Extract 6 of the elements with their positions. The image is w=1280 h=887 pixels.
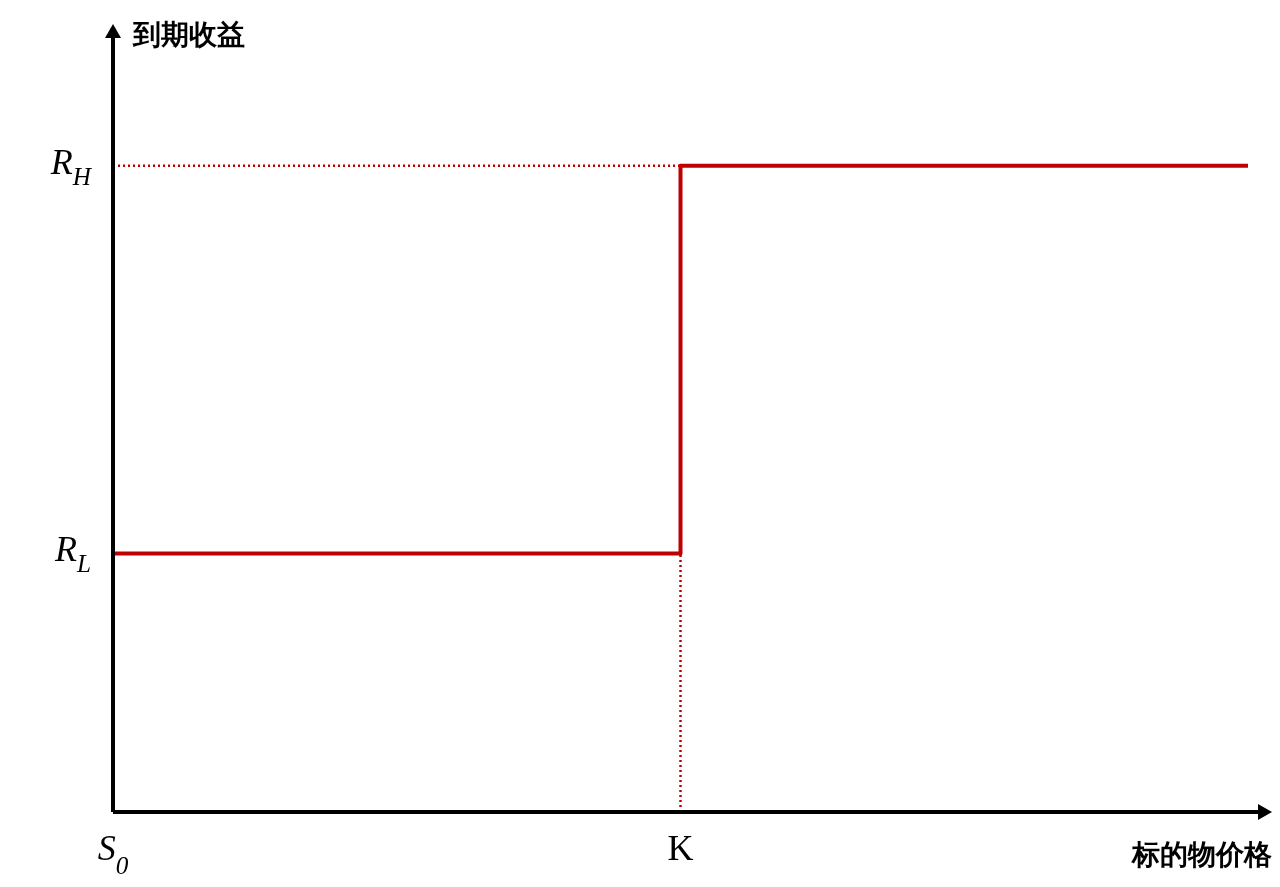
x-tick-label: S$_{0}$ (97, 828, 129, 879)
annotation: R$_{L}$ (53, 529, 91, 578)
x-axis-title: 标的物价格 (1131, 838, 1272, 871)
y-axis-title: 到期收益 (132, 18, 245, 51)
ref-line-label: R$_{H}$ (49, 141, 93, 190)
x-tick-label: K (667, 828, 694, 868)
